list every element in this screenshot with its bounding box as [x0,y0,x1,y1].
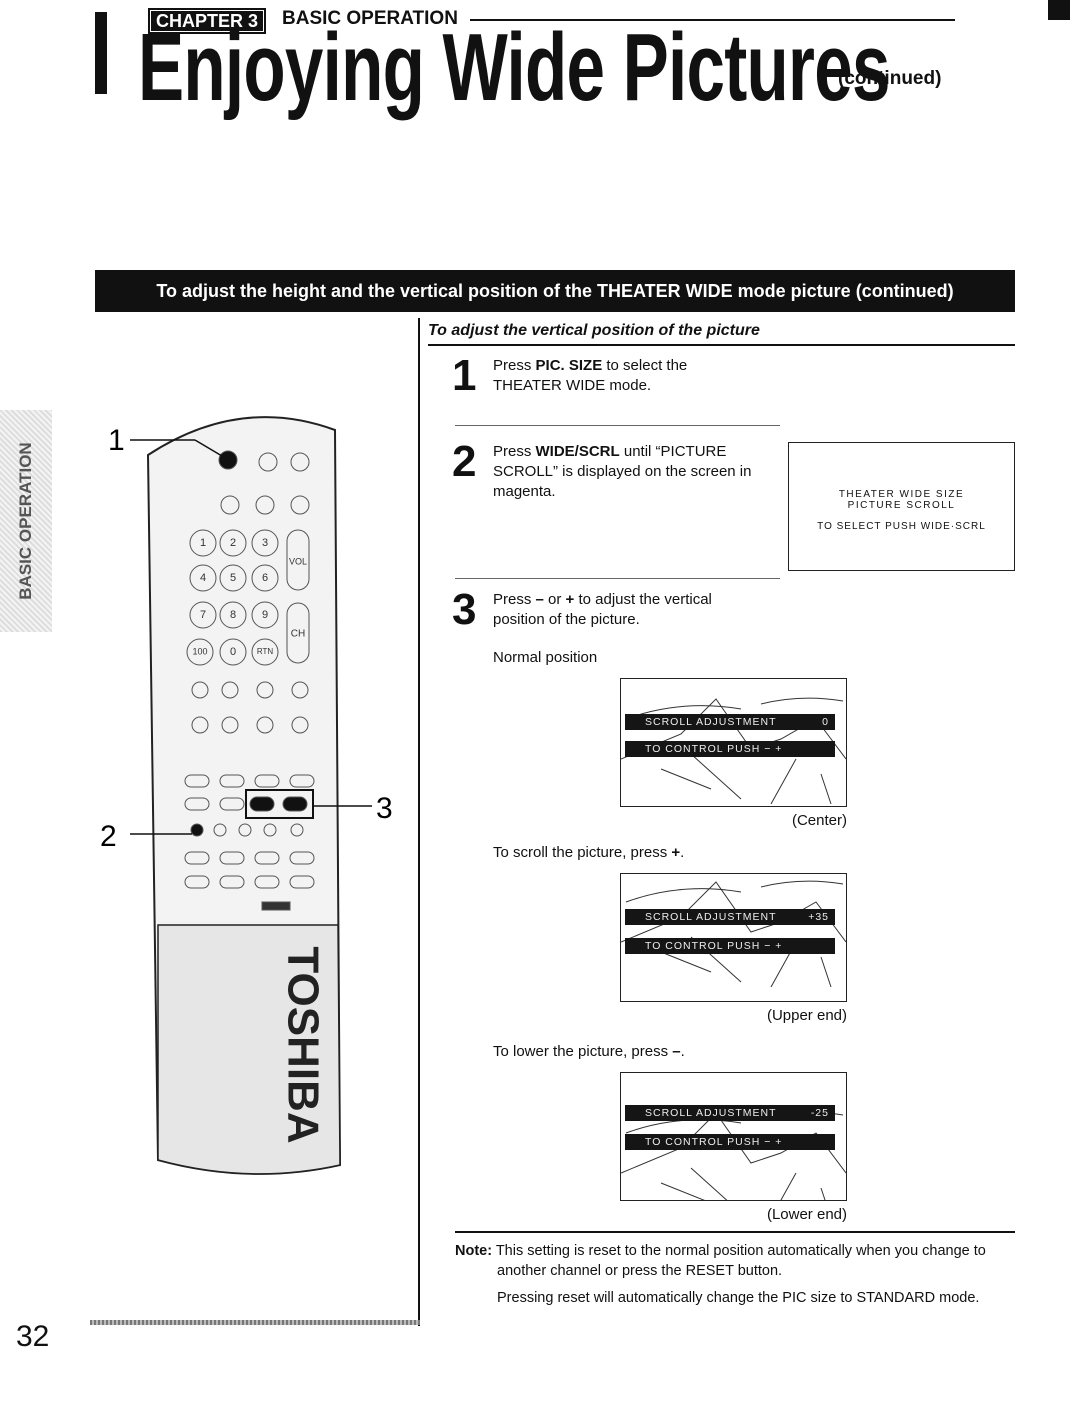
note-rule [455,1231,1015,1233]
text-run: + [565,591,575,608]
banner: To adjust the height and the vertical po… [95,270,1015,312]
text-run: to adjust the vertical position of the p… [493,591,712,628]
chapter-label: CHAPTER 3 [148,8,267,34]
key-label: 100 [192,646,207,656]
text-run: Note: [455,1243,493,1259]
key-label: 4 [200,572,206,584]
key-label: 9 [262,609,268,621]
text-run: to select the THEATER WIDE mode. [493,357,688,394]
key-label: 6 [262,572,268,584]
osd-label: SCROLL ADJUSTMENT [645,911,777,923]
step-number: 1 [452,351,477,400]
side-tab-text: BASIC OPERATION [16,442,35,600]
step-text: Press PIC. SIZE to select the THEATER WI… [493,356,728,396]
key-label: RTN [257,647,274,656]
position-intro: Normal position [493,648,597,668]
text-run: Press [493,357,536,374]
osd-value: 0 [822,716,829,728]
bottom-rule [90,1320,420,1325]
osd-value: +35 [808,911,829,923]
page-title: Enjoying Wide Pictures [138,14,890,121]
osd-screen: SCROLL ADJUSTMENT -25 TO CONTROL PUSH − + [620,1072,847,1201]
key-label: 0 [230,646,236,658]
header-rule [470,19,955,21]
step-rule [455,425,780,426]
side-tab [0,410,52,632]
section-label: BASIC OPERATION [282,8,458,29]
text-run: To scroll the picture, press [493,844,672,861]
key-label: 3 [262,537,268,549]
osd-screen: SCROLL ADJUSTMENT +35 TO CONTROL PUSH − + [620,873,847,1002]
column-rule [418,318,420,1326]
position-caption: (Lower end) [766,1206,847,1223]
page-number: 32 [16,1320,50,1353]
text-run: Normal position [493,649,598,666]
position-intro: To lower the picture, press –. [493,1042,685,1062]
osd-bar: TO CONTROL PUSH − + [625,1134,835,1150]
position-intro: To scroll the picture, press +. [493,843,684,863]
remote-cover [157,924,341,1175]
menu-line: THEATER WIDE SIZE [838,489,965,500]
text-run: WIDE/SCRL [535,443,620,460]
key-label: 8 [230,609,236,621]
text-run: . [680,844,685,861]
step-text: Press – or + to adjust the vertical posi… [493,590,763,630]
osd-value: -25 [810,1107,829,1119]
title-continued: (continued) [838,68,942,89]
text-run: Press [493,443,536,460]
rocker-label: CH [291,629,305,640]
osd-screen: SCROLL ADJUSTMENT 0 TO CONTROL PUSH − + [620,678,847,807]
text-run: + [671,844,681,861]
remote-illustration: 1 2 3 1 2 3 4 5 6 7 8 9 100 0 RTN VOL CH… [100,416,393,1175]
menu-line: TO SELECT PUSH WIDE·SCRL [817,521,986,532]
osd-bar: TO CONTROL PUSH − + [625,938,835,954]
key-label: 2 [230,537,236,549]
text-run: – [672,1043,681,1060]
step-rule [455,578,780,579]
osd-label: SCROLL ADJUSTMENT [645,716,777,728]
text-run: Press [493,591,536,608]
rocker-label: VOL [289,556,307,566]
note-extra: Pressing reset will automatically change… [497,1290,980,1306]
osd-control: TO CONTROL PUSH − + [645,1136,783,1148]
chapter-bar [95,12,107,94]
osd-label: SCROLL ADJUSTMENT [645,1107,777,1119]
step-number: 3 [452,585,477,634]
text-run: – [535,591,544,608]
corner-mark [1048,0,1070,20]
text-run: until “PICTURE SCROLL” is displayed on t… [493,443,752,500]
osd-bar: SCROLL ADJUSTMENT 0 [625,714,835,730]
callout-lines [130,439,372,835]
osd-bar: SCROLL ADJUSTMENT +35 [625,909,835,925]
text-run: To lower the picture, press [493,1043,673,1060]
brand: TOSHIBA [278,946,327,1143]
osd-bar: SCROLL ADJUSTMENT -25 [625,1105,835,1121]
callout: 1 [108,424,125,457]
step-text: Press WIDE/SCRL until “PICTURE SCROLL” i… [493,442,783,502]
key-label: 7 [200,609,206,621]
menu-screen: THEATER WIDE SIZE PICTURE SCROLL TO SELE… [788,442,1015,571]
osd-bar: TO CONTROL PUSH − + [625,741,835,757]
text-run: or [543,591,566,608]
text-run: This setting is reset to the normal posi… [492,1243,986,1279]
subheading: To adjust the vertical position of the p… [428,322,760,339]
subheading-rule [428,344,1015,346]
key-label: 5 [230,572,236,584]
note: Note: This setting is reset to the norma… [455,1241,1015,1281]
osd-control: TO CONTROL PUSH − + [645,743,783,755]
menu-line: PICTURE SCROLL [847,500,956,511]
text-run: . [680,1043,685,1060]
step-number: 2 [452,437,477,486]
position-caption: (Center) [791,812,847,829]
osd-control: TO CONTROL PUSH − + [645,940,783,952]
key-label: 1 [200,537,206,549]
callout: 2 [100,820,117,853]
position-caption: (Upper end) [766,1007,847,1024]
remote-buttons [184,450,315,911]
callout: 3 [376,792,393,825]
text-run: PIC. SIZE [535,357,603,374]
